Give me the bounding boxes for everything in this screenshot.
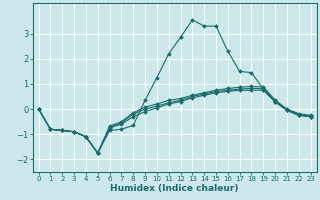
X-axis label: Humidex (Indice chaleur): Humidex (Indice chaleur) [110,184,239,193]
